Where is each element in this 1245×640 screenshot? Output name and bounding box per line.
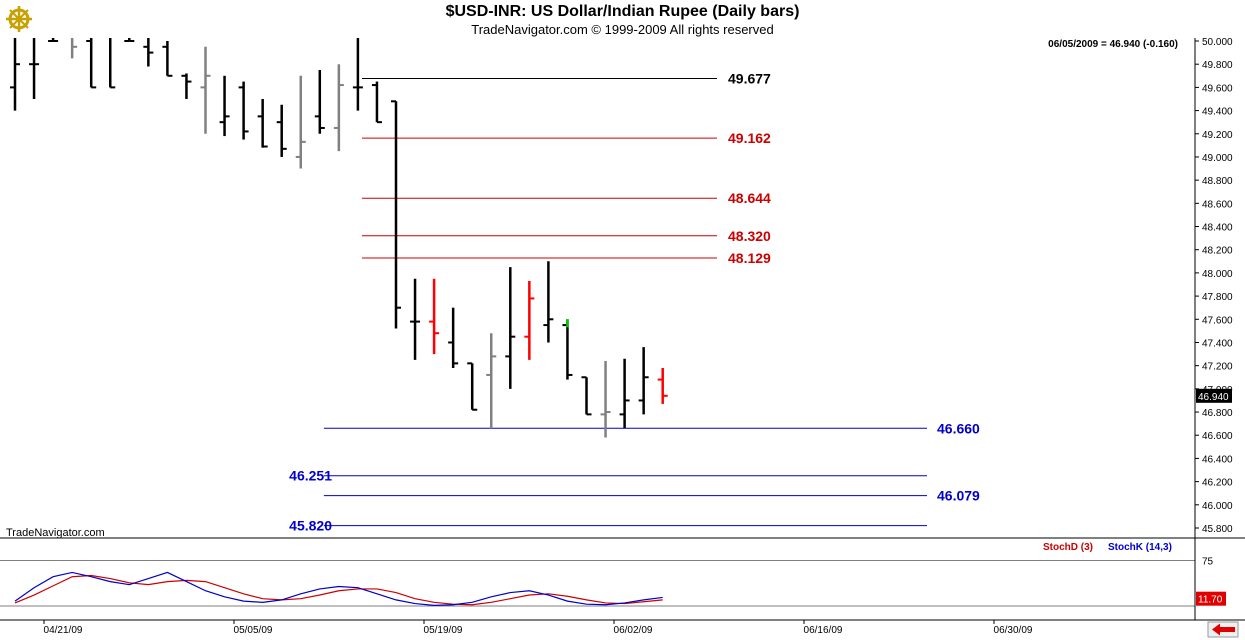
ohlc-bar	[429, 278, 440, 355]
ohlc-bars	[10, 38, 668, 438]
price-badge: 46.940	[1198, 392, 1229, 403]
ohlc-bar	[109, 38, 116, 89]
ohlc-bar	[391, 100, 401, 329]
ohlc-bar	[181, 73, 192, 99]
level-label: 45.820	[289, 518, 332, 534]
ohlc-bar	[10, 38, 20, 111]
level-label: 49.162	[728, 130, 771, 146]
y-tick-label: 48.600	[1202, 199, 1233, 210]
ohlc-bar	[124, 38, 135, 42]
x-tick-label: 05/19/09	[424, 625, 463, 636]
y-tick-label: 48.200	[1202, 246, 1233, 257]
price-badge-box	[1196, 388, 1232, 403]
y-tick-label: 47.800	[1202, 292, 1233, 303]
ohlc-bar	[600, 361, 611, 438]
ohlc-bar	[581, 376, 592, 416]
level-label: 48.320	[728, 228, 771, 244]
ohlc-bar	[333, 64, 344, 152]
ohlc-bar	[657, 367, 668, 404]
stoch-tick-label: 75	[1202, 556, 1214, 567]
ohlc-bar	[257, 98, 268, 148]
y-tick-label: 46.600	[1202, 431, 1233, 442]
y-tick-label: 47.200	[1202, 362, 1233, 373]
stoch-last-value: 11.70	[1198, 595, 1223, 606]
ohlc-bar	[70, 38, 78, 59]
stoch-series-line	[14, 574, 663, 606]
ohlc-bar	[562, 319, 573, 380]
ohlc-bar	[276, 104, 287, 157]
level-label: 48.644	[728, 190, 771, 206]
ohlc-bar	[314, 69, 325, 134]
y-tick-label: 49.800	[1202, 60, 1233, 71]
y-tick-label: 48.400	[1202, 223, 1233, 234]
ohlc-bar	[448, 307, 459, 368]
stoch-series-line	[14, 571, 663, 606]
y-tick-label: 49.200	[1202, 130, 1233, 141]
y-tick-label: 47.400	[1202, 338, 1233, 349]
level-label: 46.079	[937, 488, 980, 504]
stochastic-panel: 75 StochD (3) StochK (14,3) 11.70	[0, 542, 1226, 607]
scroll-left-arrow-icon[interactable]	[1207, 621, 1239, 638]
last-price-text: 06/05/2009 = 46.940 (-0.160)	[1048, 39, 1178, 50]
x-tick-label: 04/21/09	[44, 625, 83, 636]
chart-header: $USD-INR: US Dollar/Indian Rupee (Daily …	[0, 0, 1245, 39]
y-tick-label: 50.000	[1202, 37, 1233, 48]
ohlc-bar	[505, 267, 516, 389]
ohlc-bar	[371, 81, 382, 124]
y-tick-label: 49.000	[1202, 153, 1233, 164]
x-tick-label: 05/05/09	[234, 625, 273, 636]
stoch-legend-entry: StochK (14,3)	[1108, 542, 1172, 553]
ship-wheel-logo-icon	[6, 6, 32, 32]
ohlc-bar	[486, 333, 497, 429]
ohlc-bar	[238, 81, 249, 140]
ohlc-bar	[638, 347, 649, 415]
scroll-arrow-shape	[1212, 623, 1235, 636]
level-label: 49.677	[728, 70, 771, 86]
level-label: 46.660	[937, 420, 980, 436]
ohlc-bar	[200, 46, 211, 134]
level-label: 46.251	[289, 468, 332, 484]
y-tick-label: 48.000	[1202, 269, 1233, 280]
y-tick-label: 46.400	[1202, 454, 1233, 465]
ohlc-bar	[143, 38, 154, 67]
ohlc-bar	[29, 38, 40, 99]
ohlc-bar	[410, 278, 421, 360]
ohlc-bar	[48, 38, 59, 42]
y-tick-label: 49.400	[1202, 107, 1233, 118]
ohlc-bar	[524, 281, 535, 360]
y-tick-label: 46.200	[1202, 478, 1233, 489]
chart-title: $USD-INR: US Dollar/Indian Rupee (Daily …	[445, 3, 800, 20]
watermark: TradeNavigator.com	[6, 527, 105, 539]
x-axis: 04/21/09 05/05/09 05/19/09 06/02/09 06/16/09…	[43, 620, 1239, 638]
x-tick-label: 06/02/09	[614, 625, 653, 636]
ohlc-bar	[295, 75, 306, 169]
chart-subtitle: TradeNavigator.com © 1999-2009 All right…	[471, 22, 774, 37]
y-tick-label: 45.800	[1202, 524, 1233, 535]
ohlc-bar	[162, 41, 173, 77]
ohlc-bar	[86, 38, 97, 89]
price-panel: 50.000 49.800 49.600 49.400 49.200 49.000 48.8…	[0, 37, 1245, 621]
stoch-legend-entry: StochD (3)	[1043, 542, 1093, 553]
x-tick-label: 06/30/09	[994, 625, 1033, 636]
level-label: 48.129	[728, 250, 771, 266]
y-tick-label: 47.600	[1202, 315, 1233, 326]
y-tick-label: 49.600	[1202, 83, 1233, 94]
ohlc-bar	[619, 358, 630, 429]
stoch-badge-box	[1196, 591, 1226, 606]
ohlc-bar	[543, 261, 554, 343]
y-tick-label: 48.800	[1202, 176, 1233, 187]
ohlc-bar	[467, 362, 478, 411]
x-tick-label: 06/16/09	[804, 625, 843, 636]
y-tick-label: 46.000	[1202, 501, 1233, 512]
ohlc-bar	[352, 38, 363, 111]
y-tick-label: 46.800	[1202, 408, 1233, 419]
ohlc-bar	[219, 75, 230, 137]
